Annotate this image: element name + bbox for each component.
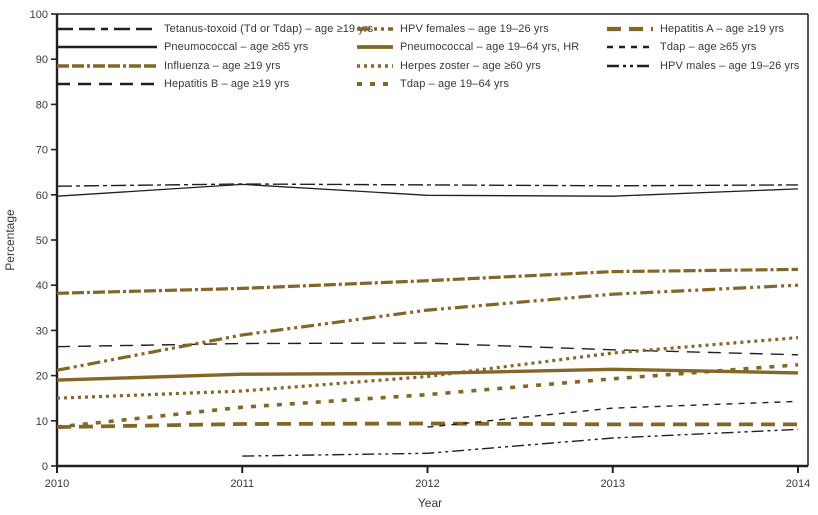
x-tick-label: 2012 bbox=[415, 478, 439, 490]
legend-label: Hepatitis B – age ≥19 yrs bbox=[164, 78, 290, 90]
legend-column: Hepatitis A – age ≥19 yrs Tdap – age ≥65 … bbox=[607, 22, 799, 78]
series-tetanus-td-tdap-19plus bbox=[56, 183, 799, 187]
legend-swatch-hpv-males-19-26 bbox=[607, 64, 653, 67]
legend-item-tdap-19-64: Tdap – age 19–64 yrs bbox=[357, 78, 579, 91]
legend-label: Influenza – age ≥19 yrs bbox=[164, 59, 281, 72]
legend-column: Tetanus-toxoid (Td or Tdap) – age ≥19 yr… bbox=[57, 22, 373, 96]
y-tick-label: 60 bbox=[36, 190, 48, 202]
legend-label: HPV females – age 19–26 yrs bbox=[400, 22, 549, 35]
legend-swatch-hepatitis-a-19plus bbox=[607, 26, 653, 31]
legend-item-herpes-zoster-60plus: Herpes zoster – age ≥60 yrs bbox=[357, 59, 579, 72]
x-tick-label: 2011 bbox=[230, 478, 254, 490]
legend-item-pneumococcal-65plus: Pneumococcal – age ≥65 yrs bbox=[57, 41, 373, 54]
series-tdap-65plus bbox=[427, 400, 799, 428]
x-tick-label: 2010 bbox=[45, 478, 69, 490]
legend-label: Hepatitis A – age ≥19 yrs bbox=[660, 22, 785, 35]
legend-swatch-pneumococcal-65plus bbox=[57, 45, 157, 49]
y-tick-label: 90 bbox=[36, 54, 48, 66]
legend-item-hepatitis-b-19plus: Hepatitis B – age ≥19 yrs bbox=[57, 78, 373, 91]
legend-item-influenza-19plus: Influenza – age ≥19 yrs bbox=[57, 59, 373, 72]
legend-item-hpv-males-19-26: HPV males – age 19–26 yrs bbox=[607, 59, 799, 72]
x-tick-label: 2013 bbox=[601, 478, 625, 490]
legend-item-tetanus-td-tdap-19plus: Tetanus-toxoid (Td or Tdap) – age ≥19 yr… bbox=[57, 22, 373, 35]
y-tick-label: 40 bbox=[36, 280, 48, 292]
legend-label: HPV males – age 19–26 yrs bbox=[660, 59, 800, 72]
legend-column: HPV females – age 19–26 yrs Pneumococcal … bbox=[357, 22, 579, 96]
series-hepatitis-a-19plus bbox=[56, 421, 798, 429]
series-pneumococcal-65plus bbox=[56, 183, 799, 197]
legend-swatch-herpes-zoster-60plus bbox=[357, 63, 393, 68]
legend-label: Tdap – age ≥65 yrs bbox=[660, 41, 757, 53]
legend-label: Herpes zoster – age ≥60 yrs bbox=[400, 59, 541, 72]
x-tick-label: 2014 bbox=[786, 478, 810, 490]
series-herpes-zoster-60plus bbox=[56, 336, 799, 400]
legend-swatch-tdap-19-64 bbox=[357, 82, 393, 86]
legend-item-hpv-females-19-26: HPV females – age 19–26 yrs bbox=[357, 22, 579, 35]
legend-label: Tetanus-toxoid (Td or Tdap) – age ≥19 yr… bbox=[164, 22, 374, 35]
legend-swatch-hepatitis-b-19plus bbox=[57, 82, 157, 86]
y-tick-label: 10 bbox=[36, 416, 48, 428]
series-hpv-males-19-26 bbox=[242, 428, 799, 457]
legend-swatch-pneumococcal-19-64-hr bbox=[357, 45, 393, 49]
legend-label: Tdap – age 19–64 yrs bbox=[400, 78, 510, 90]
series-hpv-females-19-26 bbox=[56, 283, 799, 372]
legend-swatch-tetanus-td-tdap-19plus bbox=[57, 27, 157, 30]
legend-label: Pneumococcal – age ≥65 yrs bbox=[164, 41, 309, 53]
legend-label: Pneumococcal – age 19–64 yrs, HR bbox=[400, 41, 580, 53]
y-tick-label: 30 bbox=[36, 325, 48, 337]
y-tick-label: 70 bbox=[36, 145, 48, 157]
y-axis-title: Percentage bbox=[3, 209, 17, 271]
series-hepatitis-b-19plus bbox=[56, 342, 799, 356]
legend-swatch-tdap-65plus bbox=[607, 45, 653, 49]
x-axis-title: Year bbox=[417, 496, 443, 510]
series-influenza-19plus bbox=[56, 267, 799, 295]
legend-item-pneumococcal-19-64-hr: Pneumococcal – age 19–64 yrs, HR bbox=[357, 41, 579, 54]
y-tick-label: 50 bbox=[36, 235, 48, 247]
y-tick-label: 100 bbox=[30, 9, 48, 21]
legend-item-tdap-65plus: Tdap – age ≥65 yrs bbox=[607, 41, 799, 54]
series-pneumococcal-19-64-hr bbox=[56, 367, 799, 382]
legend-swatch-influenza-19plus bbox=[57, 63, 157, 68]
y-tick-label: 80 bbox=[36, 99, 48, 111]
y-tick-label: 20 bbox=[36, 371, 48, 383]
legend-item-hepatitis-a-19plus: Hepatitis A – age ≥19 yrs bbox=[607, 22, 799, 35]
legend-swatch-hpv-females-19-26 bbox=[357, 26, 393, 31]
y-tick-label: 0 bbox=[42, 461, 48, 473]
